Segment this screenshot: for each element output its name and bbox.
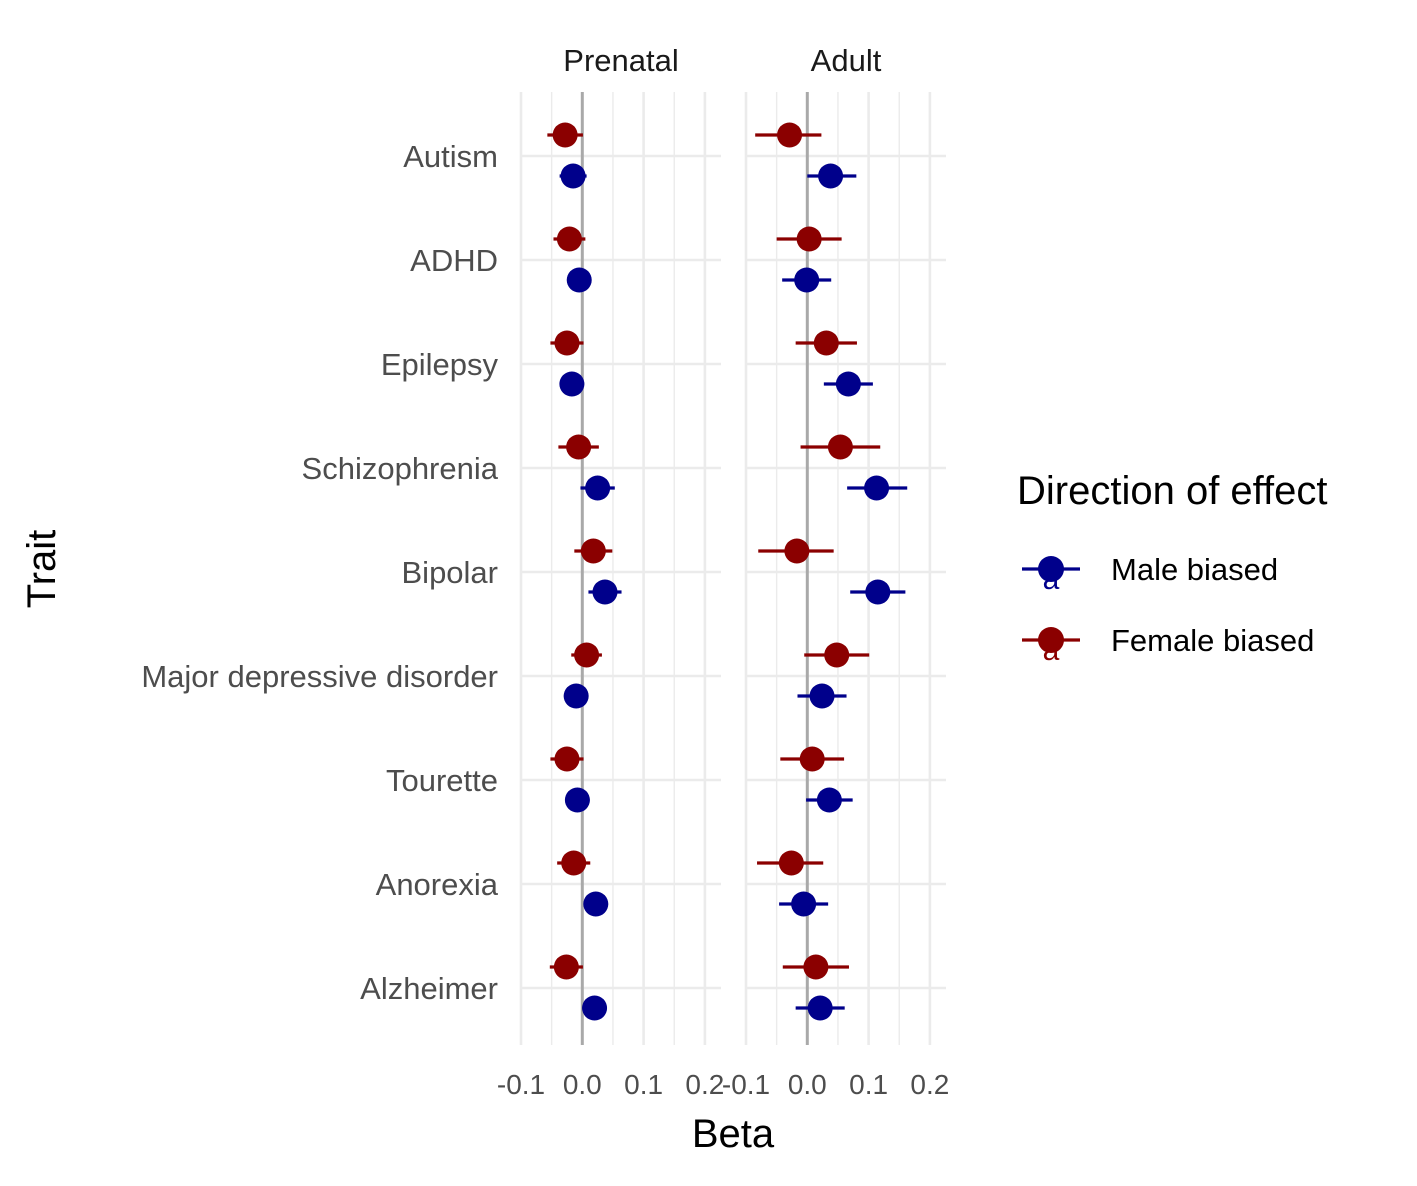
data-point <box>807 995 833 1021</box>
data-point <box>553 954 579 980</box>
y-tick-label: Alzheimer <box>360 971 498 1006</box>
data-point <box>864 475 890 501</box>
data-point <box>824 642 850 668</box>
x-tick-label: 0.2 <box>910 1069 949 1100</box>
y-tick-label: ADHD <box>410 243 498 278</box>
data-point <box>827 434 853 460</box>
data-point <box>580 538 606 564</box>
data-point <box>585 475 611 501</box>
facet-label-prenatal: Prenatal <box>563 43 678 78</box>
data-point <box>777 122 803 148</box>
data-point <box>554 330 580 356</box>
data-point <box>778 850 804 876</box>
legend-key-glyph: a <box>1043 563 1060 596</box>
legend-key-glyph: a <box>1043 634 1060 667</box>
x-tick-label: -0.1 <box>497 1069 545 1100</box>
x-tick-label: -0.1 <box>722 1069 770 1100</box>
x-axis-title: Beta <box>692 1112 775 1156</box>
legend-key-point <box>1038 627 1064 653</box>
data-point <box>582 995 608 1021</box>
data-point <box>554 746 580 772</box>
data-point <box>556 226 582 252</box>
y-tick-label: Tourette <box>386 763 498 798</box>
data-point <box>799 746 825 772</box>
data-point <box>813 330 839 356</box>
legend-key-point <box>1038 556 1064 582</box>
data-point <box>818 163 844 189</box>
data-point <box>563 683 589 709</box>
data-point <box>592 579 618 605</box>
data-point <box>566 434 592 460</box>
y-tick-label: Schizophrenia <box>302 451 499 486</box>
y-tick-label: Major depressive disorder <box>141 659 498 694</box>
data-point <box>583 891 609 917</box>
y-tick-label: Epilepsy <box>381 347 499 382</box>
x-tick-label: 0.0 <box>788 1069 827 1100</box>
data-point <box>566 267 592 293</box>
data-point <box>794 267 820 293</box>
data-point <box>559 371 585 397</box>
y-tick-label: Autism <box>403 139 498 174</box>
y-tick-label: Anorexia <box>376 867 499 902</box>
data-point <box>835 371 861 397</box>
data-point <box>561 850 587 876</box>
data-point <box>796 226 822 252</box>
x-tick-label: 0.0 <box>563 1069 602 1100</box>
data-point <box>784 538 810 564</box>
data-point <box>803 954 829 980</box>
data-point <box>552 122 578 148</box>
legend-title: Direction of effect <box>1017 469 1328 513</box>
legend-label: Male biased <box>1111 552 1278 587</box>
facet-label-adult: Adult <box>811 43 882 78</box>
x-tick-label: 0.2 <box>685 1069 724 1100</box>
data-point <box>560 163 586 189</box>
x-tick-label: 0.1 <box>849 1069 888 1100</box>
x-tick-label: 0.1 <box>624 1069 663 1100</box>
data-point <box>816 787 842 813</box>
data-point <box>574 642 600 668</box>
y-tick-label: Bipolar <box>402 555 499 590</box>
data-point <box>564 787 590 813</box>
data-point <box>865 579 891 605</box>
legend-label: Female biased <box>1111 623 1314 658</box>
data-point <box>809 683 835 709</box>
data-point <box>791 891 817 917</box>
y-axis-title: Trait <box>20 530 64 609</box>
